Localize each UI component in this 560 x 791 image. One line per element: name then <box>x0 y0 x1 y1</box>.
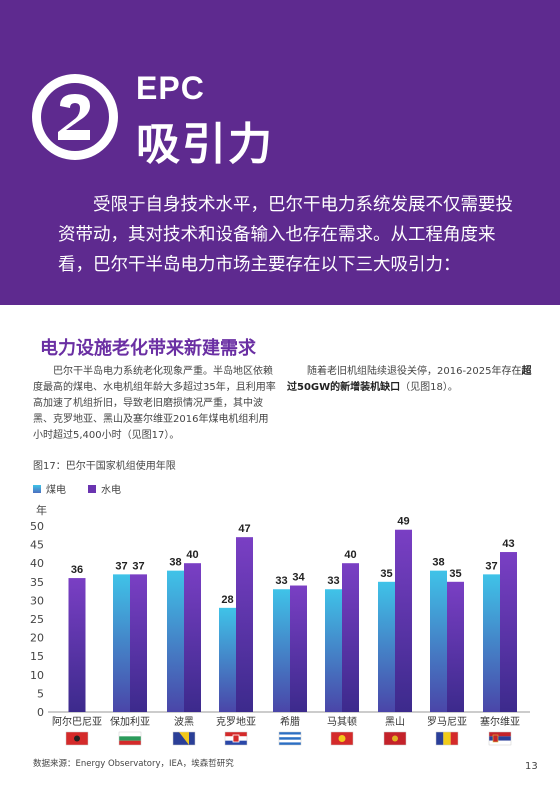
bulgaria-flag-icon <box>118 731 142 746</box>
figure-caption: 图17：巴尔干国家机组使用年限 <box>33 461 176 472</box>
y-axis-unit-label: 年 <box>36 503 47 517</box>
bar-chart: 年 0 5 10 15 20 25 30 35 40 45 50 36 阿尔巴尼亚 37 37 保加利亚 38 4… <box>30 503 530 746</box>
bar-hydro <box>395 529 412 712</box>
bar-value-label-hydro: 37 <box>132 560 144 572</box>
y-tick-label: 50 <box>30 520 44 533</box>
bosnia-flag-icon <box>172 731 196 746</box>
montenegro-flag-icon <box>383 731 407 746</box>
bar-hydro <box>500 552 517 712</box>
bar-value-label-coal: 33 <box>275 575 287 587</box>
legend-label-hydro: 水电 <box>101 485 121 496</box>
y-tick-label: 15 <box>30 650 44 663</box>
bar-value-label-hydro: 43 <box>502 538 514 550</box>
croatia-flag-icon <box>224 731 248 746</box>
y-tick-label: 30 <box>30 594 44 607</box>
bar-value-label-coal: 37 <box>485 560 497 572</box>
legend-label-coal: 煤电 <box>46 485 66 496</box>
bar-coal <box>483 574 500 712</box>
y-tick-label: 45 <box>30 539 44 552</box>
section-heading: 电力设施老化带来新建需求 <box>40 338 256 359</box>
bar-value-label-coal: 33 <box>327 575 339 587</box>
y-tick-label: 35 <box>30 576 44 589</box>
bar-coal <box>378 581 395 712</box>
svg-text:2: 2 <box>75 123 76 125</box>
x-tick-label: 罗马尼亚 <box>427 716 467 728</box>
bar-value-label-hydro: 47 <box>238 523 250 535</box>
bar-hydro <box>130 574 147 712</box>
x-tick-label: 阿尔巴尼亚 <box>52 715 102 728</box>
bar-value-label-hydro: 36 <box>71 564 83 576</box>
bar-value-label-hydro: 49 <box>397 516 409 528</box>
data-source: 数据来源：Energy Observatory，IEA，埃森哲研究 <box>33 759 234 769</box>
x-tick-label: 黑山 <box>385 716 405 728</box>
bar-value-label-coal: 28 <box>221 594 233 606</box>
right-paragraph: 随着老旧机组陆续退役关停，2016-2025年存在超过50GW的新增装机缺口（见… <box>287 366 532 393</box>
x-tick-label: 希腊 <box>280 715 300 728</box>
x-tick-label: 克罗地亚 <box>216 715 256 728</box>
x-tick-label: 塞尔维亚 <box>480 715 520 728</box>
intro-paragraph: 受限于自身技术水平，巴尔干电力系统发展不仅需要投资带动，其对技术和设备输入也存在… <box>58 195 513 275</box>
romania-flag-icon <box>435 731 459 746</box>
chart-legend: 煤电 水电 <box>33 481 121 496</box>
bar-value-label-hydro: 40 <box>344 549 356 561</box>
header-banner: 2 EPC 吸引力 受限于自身技术水平，巴尔干电力系统发展不仅需要投资带动，其对… <box>0 0 560 305</box>
left-paragraph: 巴尔干半岛电力系统老化现象严重。半岛地区依赖度最高的煤电、水电机组年龄大多超过3… <box>33 366 276 441</box>
legend-swatch-hydro <box>88 484 96 493</box>
y-tick-label: 40 <box>30 557 44 570</box>
bar-value-label-coal: 38 <box>169 557 181 569</box>
bar-value-label-hydro: 40 <box>186 549 198 561</box>
y-tick-label: 20 <box>30 632 44 645</box>
bar-value-label-hydro: 34 <box>292 572 305 584</box>
bar-value-label-coal: 35 <box>380 568 392 580</box>
highlight-text: 超过50GW的新增装机缺口 <box>287 366 532 393</box>
bar-value-label-coal: 37 <box>115 560 127 572</box>
y-tick-label: 25 <box>30 613 44 626</box>
y-tick-label: 5 <box>37 687 44 700</box>
page-number: 13 <box>525 761 538 772</box>
legend-swatch-coal <box>33 484 41 493</box>
y-tick-label: 10 <box>30 669 44 682</box>
bar-coal <box>219 607 236 712</box>
y-tick-label: 0 <box>37 706 44 719</box>
bar-hydro <box>236 537 253 712</box>
bar-coal <box>167 570 184 712</box>
x-tick-label: 保加利亚 <box>110 715 150 728</box>
title-epc: EPC <box>136 70 205 106</box>
bar-hydro <box>290 585 307 712</box>
albania-flag-icon <box>65 731 89 746</box>
number-2-badge-icon: 2 <box>32 74 118 160</box>
greece-flag-icon <box>278 731 302 746</box>
bar-value-label-coal: 38 <box>432 557 444 569</box>
serbia-flag-icon <box>488 731 512 746</box>
bar-coal <box>430 570 447 712</box>
page-title: 吸引力 <box>136 119 274 170</box>
x-tick-label: 波黑 <box>174 715 194 728</box>
bar-hydro <box>447 581 464 712</box>
bar-hydro <box>342 563 359 712</box>
bar-coal <box>325 589 342 712</box>
macedonia-flag-icon <box>330 731 354 746</box>
bar-coal <box>113 574 130 712</box>
bar-hydro <box>184 563 201 712</box>
bar-coal <box>273 589 290 712</box>
x-tick-label: 马其顿 <box>327 715 357 728</box>
bar-value-label-hydro: 35 <box>449 568 461 580</box>
bar-hydro <box>68 578 86 712</box>
